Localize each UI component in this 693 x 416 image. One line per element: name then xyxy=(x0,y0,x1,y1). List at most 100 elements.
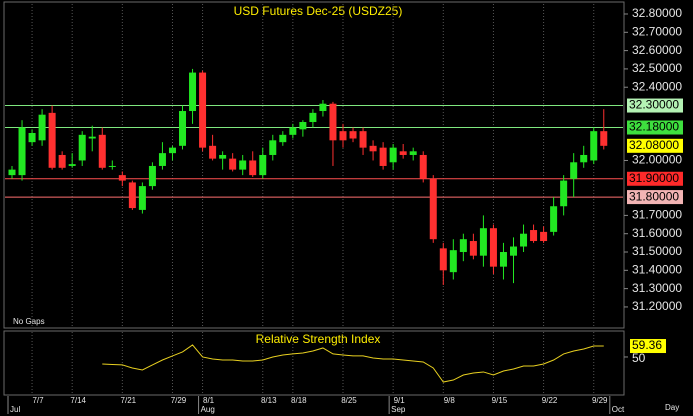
candle-body xyxy=(510,246,517,256)
candle-body xyxy=(489,228,497,267)
candle-body xyxy=(580,154,588,163)
candle-body xyxy=(229,158,237,170)
x-tick-label: 9/15 xyxy=(492,396,508,405)
y-tick-label: 50 xyxy=(632,351,646,365)
y-tick-label: 32.50000 xyxy=(632,61,682,75)
candle-body xyxy=(369,145,377,152)
candle-body xyxy=(289,127,297,135)
last-value-box xyxy=(630,339,666,354)
candle-body xyxy=(18,127,26,176)
period-label: Day xyxy=(665,403,679,412)
candle-body xyxy=(329,103,337,141)
candle-body xyxy=(469,241,477,256)
level-label: 31.80000 xyxy=(629,189,679,203)
x-tick-label: 8/1 xyxy=(203,396,215,405)
candle-body xyxy=(138,186,146,210)
candle-body xyxy=(339,131,347,141)
y-tick-label: 32.40000 xyxy=(632,79,682,93)
candle-body xyxy=(590,131,598,161)
candle-body xyxy=(550,206,558,232)
y-tick-label: 32.60000 xyxy=(632,43,682,57)
level-label: 32.30000 xyxy=(629,98,679,112)
month-label: Oct xyxy=(612,405,625,414)
candle-body xyxy=(189,72,197,112)
y-tick-label: 32.80000 xyxy=(632,6,682,20)
candle-body xyxy=(78,134,86,161)
rsi-title: Relative Strength Index xyxy=(256,332,381,346)
candle-body xyxy=(439,248,447,271)
candle-body xyxy=(88,136,96,139)
rsi-line xyxy=(102,344,604,383)
x-tick-label: 7/29 xyxy=(171,396,187,405)
candle-body xyxy=(239,160,247,170)
candle-body xyxy=(28,133,36,143)
last-price-box xyxy=(627,138,683,153)
rsi-panel xyxy=(3,330,625,396)
candle-body xyxy=(48,112,56,168)
x-tick-label: 7/7 xyxy=(32,396,44,405)
x-tick-label: 8/13 xyxy=(261,396,277,405)
y-tick-label: 31.30000 xyxy=(632,281,682,295)
price-panel xyxy=(3,1,625,329)
last-value-label: 59.36 xyxy=(632,338,662,352)
candle-body xyxy=(148,165,156,187)
month-label: Jul xyxy=(10,405,20,414)
candle-body xyxy=(118,175,126,181)
candle-body xyxy=(299,122,307,130)
candle-body xyxy=(98,134,106,168)
candle-body xyxy=(479,228,487,256)
candle-body xyxy=(499,252,507,267)
candle-body xyxy=(349,131,357,139)
y-tick-label: 31.70000 xyxy=(632,208,682,222)
candle-body xyxy=(419,154,427,179)
x-tick-label: 7/21 xyxy=(121,396,137,405)
level-box xyxy=(627,98,683,113)
month-label: Sep xyxy=(391,405,406,414)
candle-body xyxy=(279,134,287,143)
y-tick-label: 31.50000 xyxy=(632,244,682,258)
candle-body xyxy=(540,231,548,242)
candle-body xyxy=(399,151,407,155)
candle-body xyxy=(68,164,76,166)
candle-body xyxy=(459,239,467,253)
candle-body xyxy=(168,147,176,154)
candle-body xyxy=(429,178,437,240)
candle-body xyxy=(8,169,16,176)
candle-body xyxy=(570,162,578,179)
x-tick-label: 8/18 xyxy=(291,396,307,405)
candle-body xyxy=(389,147,397,163)
candle-body xyxy=(530,230,538,242)
x-tick-label: 8/25 xyxy=(341,396,357,405)
level-box xyxy=(627,120,683,135)
candle-body xyxy=(128,182,136,209)
level-box xyxy=(627,171,683,186)
level-label: 32.18000 xyxy=(629,120,679,134)
y-tick-label: 31.40000 xyxy=(632,262,682,276)
candle-body xyxy=(179,111,187,146)
x-tick-label: 9/29 xyxy=(592,396,608,405)
candle-body xyxy=(309,112,317,123)
candle-body xyxy=(520,233,528,247)
candle-body xyxy=(58,154,66,168)
y-tick-label: 32.70000 xyxy=(632,24,682,38)
month-label: Aug xyxy=(201,405,215,414)
candle-body xyxy=(560,180,568,207)
y-tick-label: 31.20000 xyxy=(632,299,682,313)
last-price-label: 32.08000 xyxy=(629,138,679,152)
level-label: 31.90000 xyxy=(629,171,679,185)
candle-body xyxy=(249,160,257,176)
y-tick-label: 31.60000 xyxy=(632,226,682,240)
candle-body xyxy=(449,250,457,273)
y-tick-label: 32.00000 xyxy=(632,153,682,167)
candle-body xyxy=(600,131,608,146)
candle-body xyxy=(359,131,367,148)
candle-body xyxy=(108,165,116,167)
x-tick-label: 9/22 xyxy=(542,396,558,405)
candle-body xyxy=(269,140,277,155)
chart-title: USD Futures Dec-25 (USDZ25) xyxy=(234,4,403,18)
x-tick-label: 9/8 xyxy=(444,396,456,405)
candle-body xyxy=(158,153,166,166)
candle-body xyxy=(259,154,267,176)
